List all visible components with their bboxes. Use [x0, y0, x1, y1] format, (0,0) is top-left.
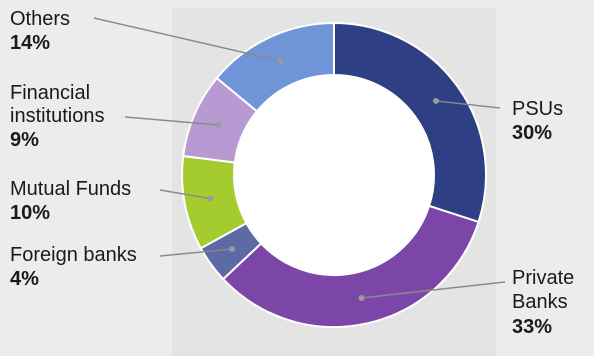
label-psus: PSUs 30% — [512, 98, 563, 145]
label-others-pct: 14% — [10, 32, 51, 54]
label-mutual-funds: Mutual Funds 10% — [10, 178, 131, 225]
label-others: Others 14% — [10, 8, 70, 55]
label-mutual-funds-name: Mutual Funds — [10, 178, 132, 200]
slice-others — [215, 21, 335, 113]
label-private-banks: Private Banks 33% — [512, 266, 574, 339]
label-financial-institutions-pct: 9% — [10, 129, 39, 151]
leader-dot-others — [277, 57, 284, 64]
leader-line-financial-institutions — [124, 116, 219, 126]
label-financial-institutions-name-2: institutions — [10, 105, 105, 127]
label-private-banks-name-1: Private — [512, 267, 575, 289]
label-financial-institutions-name-1: Financial — [10, 82, 91, 104]
label-foreign-banks-name: Foreign banks — [10, 244, 137, 266]
label-private-banks-name-2: Banks — [512, 291, 568, 313]
leader-dot-foreign-banks — [229, 246, 236, 253]
leader-line-foreign-banks — [159, 248, 233, 257]
label-foreign-banks: Foreign banks 4% — [10, 244, 137, 291]
leader-line-others — [93, 17, 281, 62]
label-mutual-funds-pct: 10% — [10, 202, 51, 224]
slice-psus — [333, 21, 487, 224]
label-psus-pct: 30% — [512, 122, 553, 144]
label-private-banks-pct: 33% — [512, 316, 553, 338]
label-foreign-banks-pct: 4% — [10, 268, 39, 290]
leader-line-mutual-funds — [159, 189, 211, 200]
slice-private-banks — [221, 204, 480, 328]
label-financial-institutions: Financial institutions 9% — [10, 82, 105, 152]
leader-line-psus — [435, 100, 501, 109]
label-others-name: Others — [10, 8, 71, 30]
leader-dot-financial-institutions — [215, 121, 222, 128]
label-psus-name: PSUs — [512, 98, 564, 120]
donut-hole — [235, 76, 433, 274]
leader-dot-psus — [432, 97, 439, 104]
leader-dot-mutual-funds — [207, 195, 214, 202]
leader-line-private-banks — [361, 281, 506, 299]
leader-dot-private-banks — [358, 294, 365, 301]
